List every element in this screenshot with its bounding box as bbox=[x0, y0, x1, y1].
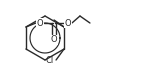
Text: Cl: Cl bbox=[46, 56, 54, 65]
Text: O: O bbox=[37, 18, 43, 28]
Text: O: O bbox=[65, 18, 71, 28]
Text: O: O bbox=[51, 36, 57, 44]
